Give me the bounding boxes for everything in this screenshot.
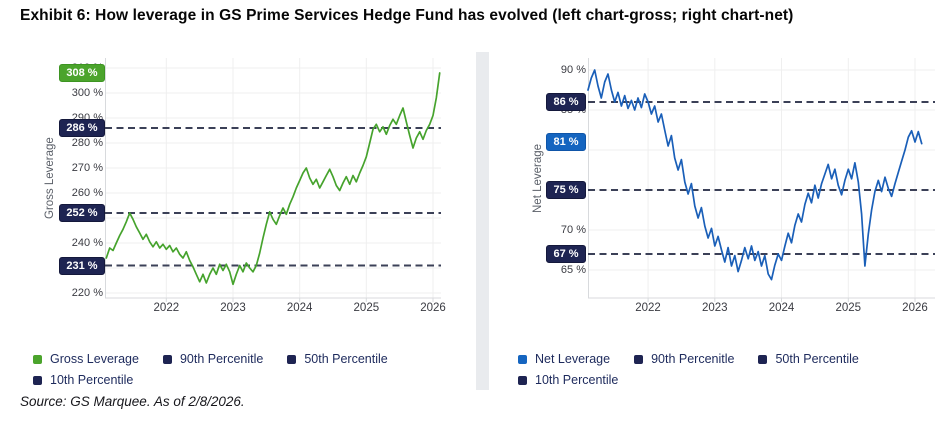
net-50th-percentile-badge: 75 % bbox=[546, 181, 586, 199]
y-tick-label: 280 % bbox=[71, 137, 103, 149]
y-tick-label: 220 % bbox=[71, 287, 103, 299]
source-note: Source: GS Marquee. As of 2/8/2026. bbox=[20, 394, 245, 409]
legend-item-90th-percenitle: 90th Percenitle bbox=[162, 349, 264, 369]
legend-item-50th-percentile: 50th Percentile bbox=[287, 349, 388, 369]
net-10th-percentile-badge: 67 % bbox=[546, 245, 586, 263]
legend-item-gross-leverage: Gross Leverage bbox=[33, 349, 139, 369]
y-tick-label: 65 % bbox=[560, 264, 586, 276]
legend-swatch-icon bbox=[33, 375, 42, 385]
y-tick-label: 90 % bbox=[560, 64, 586, 76]
legend-item-10th-percentile: 10th Percentile bbox=[518, 370, 618, 390]
net-leverage-chart bbox=[587, 58, 935, 302]
gross-x-tick-labels: 2022 2023 2024 2025 2026 bbox=[105, 302, 446, 318]
legend-label: Net Leverage bbox=[535, 352, 611, 366]
gross-leverage-series bbox=[105, 72, 441, 286]
net-value-badges: 86 % 81 % 75 % 67 % bbox=[546, 58, 586, 298]
legend-item-90th-percenitle: 90th Percenitle bbox=[634, 349, 734, 369]
gross-leverage-chart bbox=[105, 58, 441, 302]
y-tick-label: 240 % bbox=[71, 237, 103, 249]
legend-swatch-icon bbox=[518, 375, 527, 385]
x-tick-label: 2026 bbox=[902, 302, 928, 314]
x-tick-label: 2025 bbox=[835, 302, 862, 314]
gross-10th-percentile-badge: 231 % bbox=[59, 256, 105, 275]
gross-50th-percentile-badge: 252 % bbox=[59, 204, 105, 222]
x-tick-label: 2025 bbox=[353, 302, 380, 314]
gross-current-value-badge: 308 % bbox=[59, 64, 105, 82]
page-title: Exhibit 6: How leverage in GS Prime Serv… bbox=[20, 7, 794, 24]
legend-item-net-leverage: Net Leverage bbox=[518, 349, 610, 369]
gross-value-badges: 308 % 286 % 252 % 231 % bbox=[59, 58, 105, 298]
legend-label: 90th Percenitle bbox=[651, 352, 735, 366]
y-tick-label: 300 % bbox=[71, 87, 103, 99]
gross-legend: Gross Leverage 90th Percenitle 50th Percen… bbox=[33, 349, 465, 390]
x-tick-label: 2024 bbox=[768, 302, 795, 314]
legend-label: 10th Percentile bbox=[535, 373, 619, 387]
gross-90th-percentile-badge: 286 % bbox=[59, 119, 105, 137]
legend-label: Gross Leverage bbox=[50, 352, 139, 366]
legend-swatch-icon bbox=[634, 354, 644, 364]
legend-swatch-icon bbox=[162, 354, 172, 364]
net-x-tick-labels: 2022 2023 2024 2025 2026 bbox=[588, 302, 935, 318]
net-legend: Net Leverage 90th Percenitle 50th Percenti… bbox=[518, 349, 945, 390]
y-tick-label: 270 % bbox=[71, 162, 103, 174]
x-tick-label: 2026 bbox=[420, 302, 446, 314]
panel-divider bbox=[476, 52, 489, 390]
net-current-value-badge: 81 % bbox=[546, 133, 586, 151]
legend-label: 50th Percentile bbox=[304, 352, 388, 366]
net-leverage-series bbox=[587, 69, 923, 281]
legend-item-10th-percentile: 10th Percentile bbox=[33, 370, 133, 390]
y-tick-label: 260 % bbox=[71, 187, 103, 199]
chart-panel-net: Net Leverage 65 %70 %85 %90 % 2022202320… bbox=[512, 52, 945, 404]
x-tick-label: 2022 bbox=[153, 302, 180, 314]
x-tick-label: 2023 bbox=[701, 302, 728, 314]
net-90th-percentile-badge: 86 % bbox=[546, 93, 586, 111]
x-tick-label: 2023 bbox=[220, 302, 246, 314]
x-tick-label: 2022 bbox=[635, 302, 661, 314]
legend-item-50th-percentile: 50th Percentile bbox=[758, 349, 859, 369]
legend-label: 90th Percenitle bbox=[179, 352, 264, 366]
chart-panel-gross: Gross Leverage 220 % 240 % 260 % 270 % 280 %… bbox=[28, 52, 468, 404]
y-tick-label: 70 % bbox=[560, 224, 586, 236]
legend-label: 50th Percentile bbox=[775, 352, 859, 366]
x-tick-label: 2024 bbox=[286, 302, 313, 314]
legend-label: 10th Percentile bbox=[50, 373, 134, 387]
legend-swatch-icon bbox=[287, 354, 297, 364]
legend-swatch-icon bbox=[758, 354, 768, 364]
legend-swatch-icon bbox=[33, 354, 42, 364]
legend-swatch-icon bbox=[518, 354, 527, 364]
